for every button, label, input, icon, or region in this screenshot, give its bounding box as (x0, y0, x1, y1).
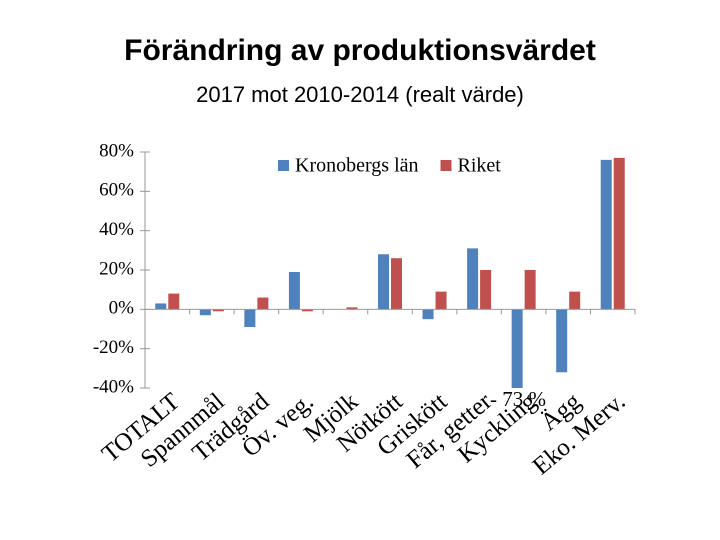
chart-title: Förändring av produktionsvärdet (124, 34, 596, 67)
bar (435, 291, 447, 310)
bar (378, 254, 389, 310)
y-tick-label: 60% (99, 180, 134, 201)
y-tick-label: -20% (93, 337, 134, 358)
annotation: - 73 % (490, 387, 546, 411)
bar (467, 248, 479, 310)
bar (391, 258, 402, 310)
bar (212, 309, 224, 312)
legend-label: Kronobergs län (295, 155, 419, 177)
legend-swatch (440, 160, 452, 171)
bar (244, 309, 256, 328)
y-tick-label: 40% (99, 219, 134, 240)
y-tick-label: 0% (109, 298, 135, 319)
bar (422, 309, 434, 320)
bar (288, 271, 300, 310)
bar (556, 309, 568, 373)
bar (155, 303, 167, 310)
legend-label: Riket (458, 155, 502, 177)
bar (600, 159, 612, 310)
y-tick-label: 80% (99, 140, 134, 161)
bar (301, 309, 313, 312)
chart-subtitle: 2017 mot 2010-2014 (realt värde) (196, 82, 524, 107)
bar (199, 309, 211, 316)
y-tick-label: 20% (99, 258, 134, 279)
plot-area (155, 157, 625, 388)
bar (346, 307, 358, 310)
y-tick-label: -40% (93, 376, 134, 397)
bar (524, 270, 536, 310)
legend-swatch (278, 160, 289, 171)
bar (569, 291, 581, 310)
bar (511, 309, 523, 388)
bar (257, 297, 269, 310)
bar (480, 270, 492, 310)
bar (168, 293, 180, 310)
bar (613, 157, 625, 310)
